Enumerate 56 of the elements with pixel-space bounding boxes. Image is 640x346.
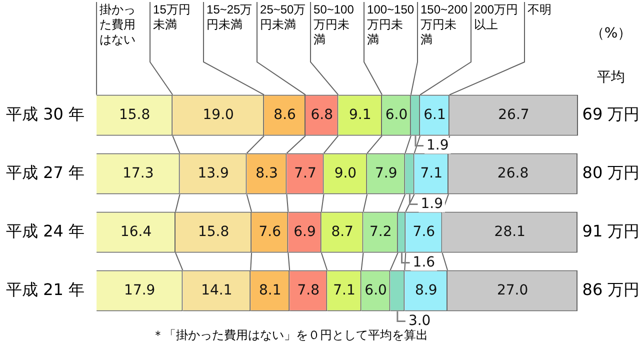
data-label: 6.0	[364, 282, 387, 298]
text: 25~50万円未満	[260, 2, 306, 32]
data-label: 14.1	[201, 282, 232, 298]
data-label: 7.8	[297, 282, 320, 298]
data-label: 27.0	[496, 282, 528, 298]
data-label: 7.2	[369, 224, 392, 240]
y-tick-label: 平成 21 年	[6, 280, 85, 299]
data-label: 17.3	[122, 165, 154, 182]
data-label: 6.9	[294, 224, 316, 240]
data-label: 7.1	[333, 282, 356, 298]
text: 15万円未満	[153, 2, 190, 32]
data-label: 9.1	[349, 106, 372, 123]
text: 91 万円	[582, 221, 640, 240]
text: 100~150万円未満	[367, 2, 414, 46]
data-label: 1.6	[412, 254, 436, 270]
data-label: 7.6	[412, 224, 436, 240]
text: ＊「掛かった費用はない」を０円として平均を算出	[152, 328, 428, 342]
data-label: 8.9	[414, 282, 438, 298]
text: 200万円以上	[474, 2, 518, 32]
y-tick-label: 平成 24 年	[6, 221, 85, 240]
text: 不明	[528, 2, 552, 16]
data-label: 13.9	[198, 165, 229, 182]
x-axis-title: （%）	[590, 26, 632, 42]
data-label: 7.7	[294, 165, 316, 182]
data-label: 7.6	[258, 224, 282, 240]
data-label: 28.1	[494, 224, 526, 240]
data-label: 6.1	[424, 106, 446, 123]
text: 15~25万円未満	[206, 2, 252, 32]
data-label: 15.8	[198, 224, 230, 240]
data-label: 1.9	[420, 196, 443, 212]
data-label: 8.6	[274, 106, 296, 123]
text: 150~200万円未満	[420, 2, 468, 46]
data-label: 6.0	[385, 106, 408, 123]
y-tick-label: 平成 27 年	[6, 162, 85, 182]
data-label: 1.9	[426, 137, 449, 154]
data-label: 8.7	[331, 224, 354, 240]
data-label: 7.9	[375, 165, 398, 182]
text: 86 万円	[582, 280, 640, 299]
data-label: 8.3	[256, 165, 278, 182]
data-label: 8.1	[258, 282, 282, 298]
y-tick-label: 平成 30 年	[6, 104, 85, 124]
text: 50~100万円未満	[314, 2, 354, 46]
data-label: 19.0	[202, 106, 234, 123]
data-label: 9.0	[334, 165, 357, 182]
text: 平均	[597, 70, 625, 86]
data-label: 3.0	[408, 312, 431, 329]
data-label: 17.9	[124, 282, 156, 298]
data-label: 26.8	[497, 165, 529, 182]
data-label: 6.8	[310, 106, 333, 123]
text: 69 万円	[582, 104, 640, 124]
data-label: 7.1	[420, 165, 443, 182]
text: 掛かった費用はない	[100, 2, 136, 46]
data-label: 26.7	[498, 106, 530, 123]
text: 80 万円	[582, 162, 640, 182]
data-label: 15.8	[118, 106, 150, 123]
data-label: 16.4	[120, 224, 152, 240]
